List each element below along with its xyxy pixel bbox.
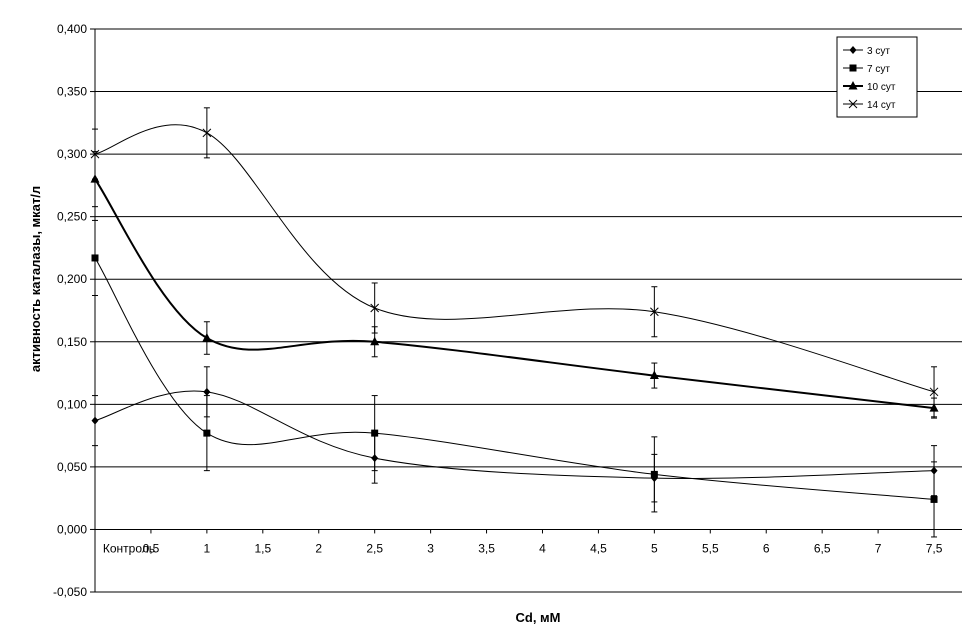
data-point: [650, 307, 659, 317]
y-tick-label: 0,200: [57, 272, 87, 286]
x-tick-label: 3: [427, 541, 434, 555]
x-tick-label: 0,5: [143, 541, 160, 555]
data-point: [202, 333, 212, 342]
legend-marker: [849, 64, 857, 72]
x-tick-label: Контроль: [103, 541, 155, 555]
y-tick-label: 0,400: [57, 22, 87, 36]
x-tick-label: 5,5: [702, 541, 719, 555]
data-point: [370, 303, 380, 313]
y-tick-label: 0,250: [57, 210, 87, 224]
series-line: [94, 390, 935, 479]
data-point: [371, 429, 379, 437]
legend: 3 сут 7 сут 10 сут 14 сут: [836, 36, 918, 118]
series-line: [94, 257, 935, 500]
legend-item: 10 сут: [843, 81, 896, 93]
legend-label: 10 сут: [867, 82, 896, 93]
y-tick-label: 0,100: [57, 397, 87, 411]
y-tick-label: -0,050: [53, 585, 87, 599]
marker-stroke: [370, 303, 380, 313]
marker-stroke: [90, 149, 100, 159]
data-point: [203, 429, 211, 437]
x-tick-label: 7: [875, 541, 882, 555]
data-point: [90, 149, 100, 159]
x-tick-label: 6,5: [814, 541, 831, 555]
x-axis-title: Cd, мМ: [516, 610, 561, 625]
data-point: [370, 336, 380, 346]
legend-item: 7 сут: [843, 64, 890, 75]
legend-label: 3 сут: [867, 46, 890, 57]
y-tick-label: 0,150: [57, 335, 87, 349]
legend-marker: [849, 46, 857, 54]
x-tick-label: 1: [204, 541, 211, 555]
data-point: [649, 370, 659, 380]
series-line: [94, 178, 935, 410]
x-tick-label: 7,5: [926, 541, 943, 555]
axes: [90, 28, 962, 593]
series-3: [90, 151, 939, 419]
series-line: [94, 124, 935, 393]
series-1: [91, 366, 938, 503]
legend-label: 14 сут: [867, 100, 896, 111]
x-tick-label: 4: [539, 541, 546, 555]
series-2: [91, 219, 938, 538]
y-tick-label: 0,350: [57, 85, 87, 99]
data-point: [91, 254, 99, 262]
y-tick-label: 0,050: [57, 460, 87, 474]
x-tick-label: 1,5: [254, 541, 271, 555]
x-tick-label: 4,5: [590, 541, 607, 555]
x-tick-label: 5: [651, 541, 658, 555]
x-tick-label: 2,5: [366, 541, 383, 555]
y-axis-title: активность каталазы, мкат/л: [28, 186, 43, 372]
marker-stroke: [650, 307, 659, 317]
data-point: [929, 387, 939, 397]
marker-stroke: [202, 128, 212, 138]
series-group: [90, 107, 939, 538]
x-tick-label: 3,5: [478, 541, 495, 555]
data-point: [202, 128, 212, 138]
legend-marker: [848, 81, 858, 90]
legend-label: 7 сут: [867, 64, 890, 75]
grid: [95, 28, 962, 593]
y-tick-label: 0,300: [57, 147, 87, 161]
marker-stroke: [929, 387, 939, 397]
x-tick-label: 2: [315, 541, 322, 555]
marker-stroke: [848, 99, 858, 109]
data-point: [930, 495, 938, 503]
data-point: [91, 416, 99, 425]
legend-item: 14 сут: [843, 99, 896, 111]
tick-labels: -0,050 0,000 0,050 0,100 0,150 0,200 0,250 0,30…: [53, 22, 943, 599]
legend-marker: [848, 99, 858, 109]
y-tick-label: 0,000: [57, 522, 87, 536]
series-4: [90, 107, 939, 418]
data-point: [650, 470, 658, 478]
legend-item: 3 сут: [843, 46, 890, 57]
data-point: [203, 387, 211, 396]
x-tick-label: 6: [763, 541, 770, 555]
